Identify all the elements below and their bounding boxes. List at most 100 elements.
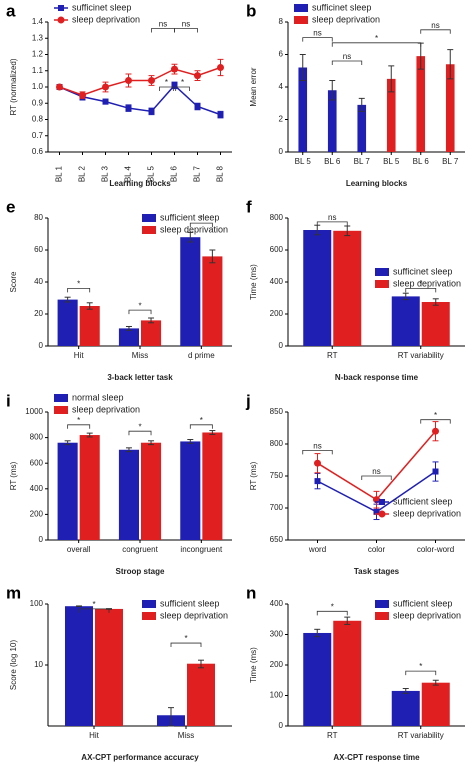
panel: m 10 100 Score (log 10) AX-CPT performance a… bbox=[6, 583, 232, 762]
bar bbox=[79, 435, 100, 540]
x-tick-label: BL 5 bbox=[147, 165, 156, 182]
x-axis-label: Learning blocks bbox=[346, 179, 408, 188]
panel-letter: m bbox=[6, 583, 21, 602]
error-bar bbox=[86, 432, 93, 438]
significance-label: * bbox=[331, 602, 334, 611]
x-tick-label: overall bbox=[67, 545, 91, 554]
significance-bracket bbox=[189, 222, 213, 228]
point bbox=[125, 77, 132, 84]
x-tick-label: BL 6 bbox=[324, 157, 341, 166]
y-tick-label: 0 bbox=[279, 721, 284, 730]
y-axis-label: Time (ms) bbox=[249, 264, 258, 300]
x-tick-label: RT bbox=[327, 351, 338, 360]
significance-label: * bbox=[165, 78, 168, 87]
significance-label: ns bbox=[313, 29, 321, 38]
error-bar bbox=[344, 225, 351, 237]
series-line bbox=[59, 66, 221, 96]
y-tick-label: 1000 bbox=[25, 407, 43, 416]
legend-marker bbox=[379, 499, 385, 505]
x-tick-label: d prime bbox=[188, 351, 215, 360]
bar bbox=[202, 256, 223, 346]
legend-label: sufficient sleep bbox=[393, 598, 452, 608]
point bbox=[217, 64, 224, 71]
error-bar bbox=[432, 298, 439, 306]
bar bbox=[327, 90, 337, 152]
point bbox=[314, 459, 321, 467]
significance-label: * bbox=[375, 34, 378, 43]
x-tick-label: Miss bbox=[132, 351, 148, 360]
legend-label: sleep deprivation bbox=[393, 278, 461, 288]
y-tick-label: 650 bbox=[270, 535, 284, 544]
y-tick-label: 8 bbox=[279, 17, 284, 26]
bar bbox=[333, 620, 362, 726]
legend-label: sleep deprivation bbox=[312, 14, 380, 24]
y-axis-label: Score (log 10) bbox=[9, 640, 18, 691]
legend-swatch bbox=[142, 214, 156, 222]
error-bar bbox=[402, 687, 409, 694]
significance-bracket bbox=[316, 221, 348, 226]
significance-bracket bbox=[331, 42, 422, 47]
x-tick-label: RT variability bbox=[398, 351, 444, 360]
panel: f 0 200 400 600 800 Time (ms) N-back response t… bbox=[246, 197, 465, 382]
panel-letter: j bbox=[245, 391, 251, 410]
significance-bracket bbox=[78, 608, 110, 613]
significance-bracket bbox=[302, 37, 333, 42]
significance-label: * bbox=[200, 416, 203, 425]
y-tick-label: 4 bbox=[279, 82, 284, 91]
x-tick-label: Hit bbox=[74, 351, 85, 360]
error-bar bbox=[76, 605, 82, 607]
significance-bracket bbox=[174, 28, 198, 33]
panel-letter: f bbox=[246, 197, 252, 216]
y-tick-label: 800 bbox=[270, 213, 284, 222]
point bbox=[194, 103, 201, 110]
legend-label: sufficient sleep bbox=[160, 598, 219, 608]
significance-label: ns bbox=[328, 213, 336, 222]
y-axis-label: Score bbox=[9, 271, 18, 292]
bar bbox=[180, 237, 201, 346]
x-tick-label: BL 3 bbox=[101, 165, 110, 182]
y-tick-label: 850 bbox=[270, 407, 284, 416]
error-bar bbox=[344, 616, 351, 625]
bar bbox=[141, 320, 162, 346]
series-line bbox=[59, 84, 221, 116]
y-axis-label: RT (ms) bbox=[249, 461, 258, 490]
x-axis-label: Stroop stage bbox=[116, 567, 165, 576]
significance-label: * bbox=[200, 214, 203, 223]
legend-label: sleep deprivation bbox=[393, 610, 461, 620]
x-tick-label: BL 4 bbox=[124, 165, 133, 182]
significance-label: * bbox=[184, 634, 187, 643]
panel-letter: b bbox=[246, 1, 256, 20]
bar bbox=[57, 442, 78, 540]
bar bbox=[57, 299, 78, 346]
significance-label: * bbox=[77, 280, 80, 289]
x-tick-label: color-word bbox=[417, 545, 454, 554]
y-axis-label: RT (ms) bbox=[9, 461, 18, 490]
point bbox=[373, 508, 380, 515]
panel: e 0 20 40 60 80 Score 3-back letter task Hit Miss… bbox=[6, 197, 232, 382]
legend-label: sleep deprivation bbox=[393, 508, 461, 518]
bar bbox=[416, 56, 426, 152]
x-axis-label: 3-back letter task bbox=[107, 373, 173, 382]
point bbox=[148, 77, 155, 84]
x-axis-label: AX-CPT response time bbox=[333, 753, 420, 762]
y-tick-label: 200 bbox=[30, 510, 44, 519]
bar bbox=[391, 690, 420, 726]
bar bbox=[303, 632, 332, 726]
significance-label: * bbox=[181, 78, 184, 87]
significance-bracket bbox=[405, 670, 437, 676]
bar bbox=[391, 296, 420, 346]
x-tick-label: RT bbox=[327, 731, 338, 740]
point bbox=[102, 83, 109, 91]
y-tick-label: 60 bbox=[34, 245, 43, 254]
x-axis-label: Learning blocks bbox=[109, 179, 171, 188]
legend-marker bbox=[58, 5, 64, 11]
y-tick-label: 100 bbox=[270, 691, 284, 700]
significance-bracket bbox=[128, 430, 152, 436]
x-tick-label: BL 5 bbox=[383, 157, 400, 166]
bar bbox=[421, 682, 450, 726]
bar bbox=[386, 78, 396, 152]
y-tick-label: 6 bbox=[279, 50, 284, 59]
x-axis-label: AX-CPT performance accuracy bbox=[81, 753, 199, 762]
bar bbox=[187, 663, 215, 726]
